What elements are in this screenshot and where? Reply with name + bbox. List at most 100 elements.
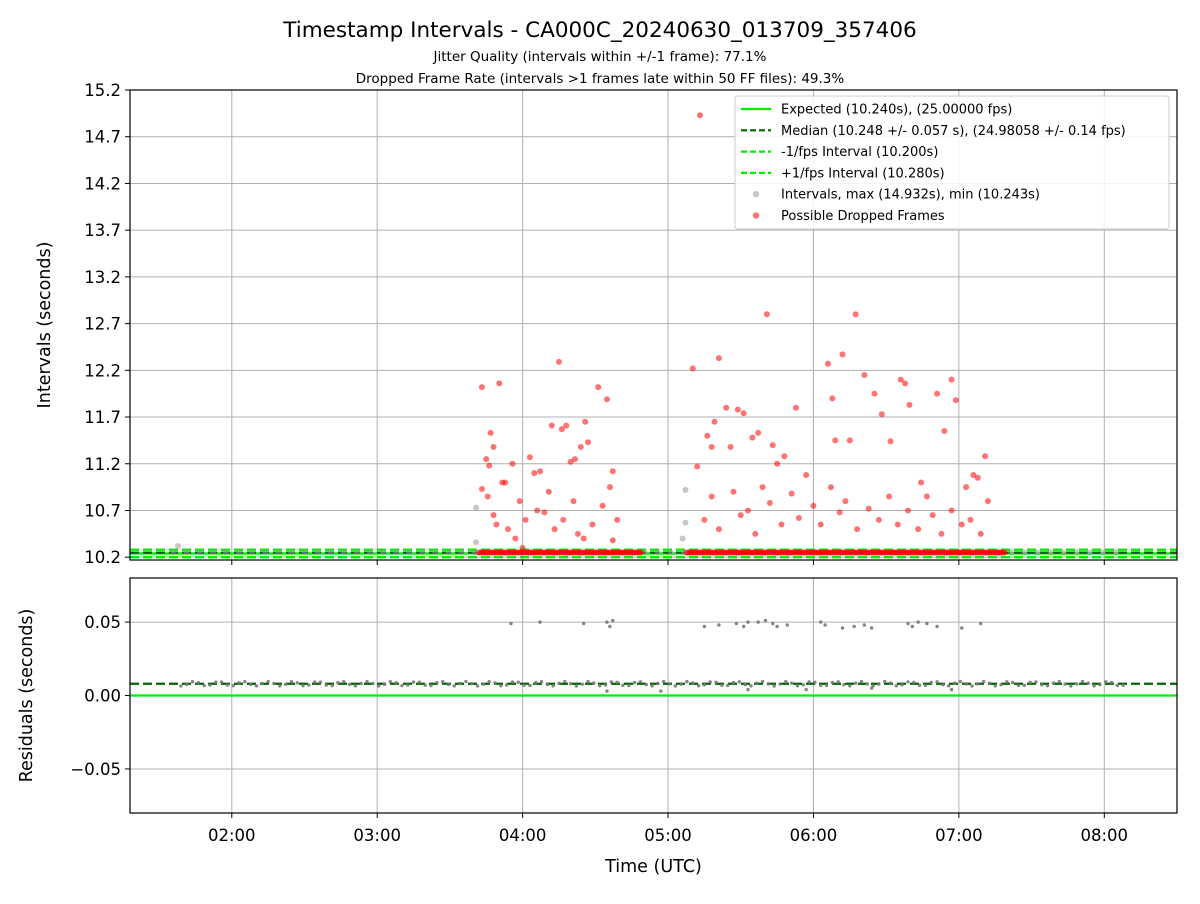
residual-point (775, 624, 779, 629)
dropped-frame-point (974, 474, 981, 481)
interval-point (471, 549, 478, 556)
legend-marker-swatch (752, 212, 760, 219)
dropped-frame-point (825, 360, 831, 367)
x-tick-label: 07:00 (935, 826, 983, 845)
residual-point (1104, 680, 1108, 684)
residual-point (608, 624, 612, 629)
x-tick-label: 08:00 (1081, 826, 1129, 845)
residual-point (371, 681, 375, 686)
residual-point (312, 680, 317, 684)
residual-point (568, 682, 573, 686)
dropped-frame-point (563, 422, 570, 429)
residual-point (586, 679, 590, 684)
y-tick-label: 11.2 (84, 455, 121, 474)
dropped-frame-point (778, 521, 785, 528)
residual-point (830, 680, 835, 685)
residual-point (301, 683, 305, 688)
residual-point (807, 680, 811, 684)
y-tick-label: 14.2 (84, 174, 121, 193)
residual-point (852, 624, 856, 629)
dropped-frame-point (752, 530, 759, 537)
dropped-frame-point (842, 498, 849, 505)
dropped-frame-point (852, 311, 859, 318)
dropped-frame-point (599, 502, 606, 509)
residual-point (231, 683, 235, 688)
residual-point (563, 679, 567, 684)
residual-point (353, 684, 358, 688)
dropped-frame-point (701, 516, 708, 523)
residual-point (452, 684, 456, 688)
y-tick-label: 12.7 (84, 315, 121, 334)
residual-point (435, 680, 439, 685)
y-tick-label: −0.05 (70, 760, 121, 779)
residual-point (778, 682, 782, 686)
interval-point (340, 549, 347, 556)
y-tick-label: 13.2 (84, 268, 121, 287)
residual-point (756, 620, 760, 624)
residual-point (949, 687, 954, 692)
residual-point (499, 683, 503, 688)
residual-point (470, 681, 474, 686)
residual-point (1034, 680, 1038, 684)
residual-point (266, 679, 270, 684)
dropped-frame-point (483, 456, 490, 463)
interval-point (682, 519, 689, 526)
dropped-frame-point (531, 470, 538, 477)
dropped-frame-point (897, 376, 904, 383)
legend: Expected (10.240s), (25.00000 fps) Median… (734, 95, 1170, 230)
residual-point (1005, 680, 1009, 684)
dropped-frame-point (595, 384, 602, 391)
dropped-frame-point (603, 396, 610, 403)
residual-point (342, 680, 346, 684)
residual-point (702, 683, 707, 687)
dropped-frame-point (704, 432, 711, 439)
dropped-frame-point (894, 521, 901, 528)
residual-point (656, 681, 660, 686)
residual-point (611, 618, 615, 623)
residual-point (679, 682, 683, 686)
legend-entry-label: Possible Dropped Frames (781, 209, 945, 224)
residual-point (862, 623, 867, 627)
interval-point (236, 549, 243, 556)
residual-point (475, 684, 480, 688)
residual-point (749, 684, 753, 688)
dropped-frame-point (541, 509, 548, 516)
residual-point (1092, 684, 1096, 688)
dropped-frame-point (537, 468, 544, 475)
legend-entry-label: Median (10.248 +/- 0.057 s), (24.98058 +… (781, 124, 1126, 139)
residual-point (295, 681, 299, 685)
dropped-frame-point (934, 390, 941, 397)
interval-point (353, 549, 360, 556)
residual-point (906, 680, 910, 684)
residual-point (795, 684, 800, 688)
interval-point (445, 549, 452, 556)
residual-point (621, 683, 625, 687)
dropped-frame-point (560, 516, 567, 523)
residual-point (603, 683, 608, 687)
dropped-frame-point (708, 493, 715, 500)
dropped-frame-point (902, 380, 909, 387)
residual-point (632, 680, 637, 685)
plot-frame (129, 89, 1178, 561)
residual-point (376, 684, 381, 688)
dropped-frame-point (496, 380, 503, 387)
interval-point (249, 549, 256, 556)
interval-point (1008, 549, 1015, 556)
residual-point (214, 680, 218, 684)
dropped-frame-point (918, 479, 925, 486)
residual-point (1109, 680, 1114, 685)
residual-point (853, 681, 858, 685)
dropped-frame-point (817, 521, 824, 528)
dropped-frame-point (938, 530, 945, 537)
residual-point (910, 624, 915, 629)
y-tick-label: 15.2 (84, 81, 121, 100)
dropped-frame-point (803, 471, 810, 478)
residual-point (307, 683, 311, 687)
y-tick-label: 10.7 (84, 501, 121, 520)
dropped-frame-point (759, 484, 766, 491)
residual-point (509, 621, 513, 626)
dropped-frame-point (478, 384, 485, 391)
dropped-frame-point (585, 439, 592, 446)
residual-point (804, 687, 808, 692)
residual-point (627, 683, 631, 688)
